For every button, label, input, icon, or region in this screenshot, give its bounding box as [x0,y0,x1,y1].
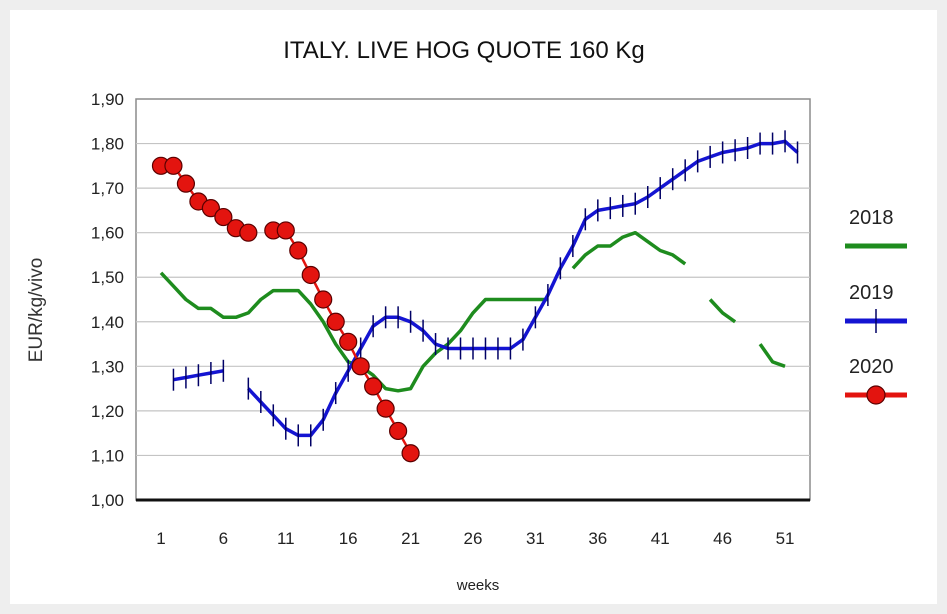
x-tick-label: 26 [464,529,483,548]
data-point-marker [389,421,408,441]
data-point-marker [376,399,395,418]
data-point-marker [326,312,345,331]
x-tick-label: 11 [277,529,295,548]
data-point-marker [239,223,258,242]
y-tick-label: 1,30 [91,357,124,376]
data-point-marker [289,241,308,260]
legend-marker [866,385,886,405]
chart-frame: ITALY. LIVE HOG QUOTE 160 Kg 1,00 1,10 1,2… [10,10,937,604]
x-tick-label: 1 [156,529,165,548]
chart-title: ITALY. LIVE HOG QUOTE 160 Kg [283,37,644,64]
x-tick-label: 21 [401,529,420,548]
x-tick-label: 6 [219,529,228,548]
series-line [708,298,737,324]
data-point-marker [214,207,233,227]
data-point-marker [176,174,196,193]
y-tick-label: 1,20 [91,402,124,421]
x-tick-label: 16 [339,529,358,548]
data-point-marker [201,199,220,218]
y-tick-label: 1,40 [91,313,124,332]
x-axis-label: weeks [456,577,500,594]
y-tick-label: 1,70 [91,179,124,198]
y-tick-label: 1,80 [91,135,124,154]
data-point-marker [364,377,383,396]
x-tick-label: 46 [713,529,732,548]
data-point-marker [339,332,358,351]
y-tick-label: 1,60 [91,224,124,243]
x-tick-label: 31 [526,529,545,548]
x-tick-labels: 1 6 11 16 21 26 31 36 41 46 51 [156,529,794,548]
series-2019 [172,130,799,447]
y-tick-label: 1,00 [91,491,124,510]
x-tick-label: 41 [651,529,670,548]
y-tick-labels: 1,00 1,10 1,20 1,30 1,40 1,50 1,60 1,70 1,80 1,90 [91,90,124,510]
legend-label: 2019 [849,282,894,304]
data-point-marker [164,156,183,175]
legend-label: 2018 [849,207,894,229]
legend: 2018 2019 2020 [845,207,907,405]
series-2020 [151,156,420,463]
chart-svg: ITALY. LIVE HOG QUOTE 160 Kg 1,00 1,10 1,2… [26,37,907,594]
x-tick-label: 36 [588,529,607,548]
data-point-marker [351,357,370,376]
x-tick-label: 51 [776,529,795,548]
data-point-marker [301,265,320,285]
y-tick-label: 1,50 [91,268,124,287]
data-point-marker [401,444,420,463]
series-line [571,230,687,270]
series-layer [151,130,799,463]
series-line [758,343,786,368]
data-point-marker [276,221,295,240]
data-point-marker [314,290,333,309]
legend-label: 2020 [849,356,894,378]
y-axis-label: EUR/kg/vivo [26,258,47,363]
y-tick-label: 1,90 [91,90,124,109]
y-tick-label: 1,10 [91,446,124,465]
